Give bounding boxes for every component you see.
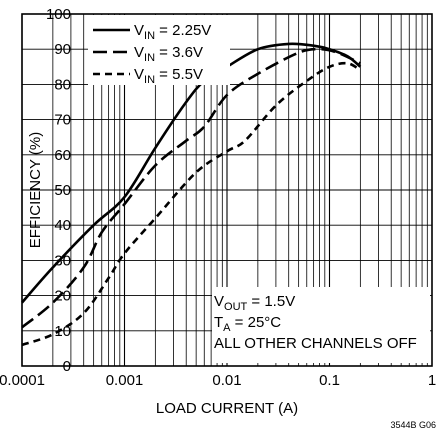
y-tick-label: 20 (54, 288, 71, 305)
y-tick-labels: 0 10 20 30 40 50 60 70 80 90 100 (46, 6, 71, 375)
x-tick-label: 0.1 (319, 372, 340, 389)
figure-id: 3544B G06 (390, 420, 436, 430)
y-tick-label: 60 (54, 147, 71, 164)
y-tick-label: 70 (54, 112, 71, 129)
y-tick-label: 50 (54, 182, 71, 199)
y-tick-label: 90 (54, 41, 71, 58)
y-tick-label: 0 (63, 358, 71, 375)
x-tick-label: 0.001 (106, 372, 144, 389)
x-tick-label: 0.01 (212, 372, 241, 389)
legend-label: VIN = 3.6V (134, 44, 203, 64)
x-tick-label: 1 (428, 372, 436, 389)
annotation-line: ALL OTHER CHANNELS OFF (214, 335, 417, 352)
annotation-line: VOUT = 1.5V (214, 293, 295, 313)
y-tick-label: 10 (54, 323, 71, 340)
y-axis-label: EFFICIENCY (%) (27, 132, 44, 248)
y-tick-label: 40 (54, 217, 71, 234)
series-line-3 (21, 61, 362, 347)
y-tick-label: 30 (54, 252, 71, 269)
legend-label: VIN = 2.25V (134, 22, 211, 42)
annotation-line: TA = 25°C (214, 314, 281, 334)
plot-frame (21, 13, 433, 367)
legend-label: VIN = 5.5V (134, 66, 203, 86)
y-tick-label: 80 (54, 76, 71, 93)
x-tick-label: 0.0001 (0, 372, 45, 389)
x-axis-label: LOAD CURRENT (A) (156, 400, 298, 417)
x-tick-labels: 0.0001 0.001 0.01 0.1 1 (0, 372, 436, 389)
y-tick-label: 100 (46, 6, 71, 23)
annotation-background (212, 287, 430, 363)
series-line-2 (21, 47, 361, 329)
